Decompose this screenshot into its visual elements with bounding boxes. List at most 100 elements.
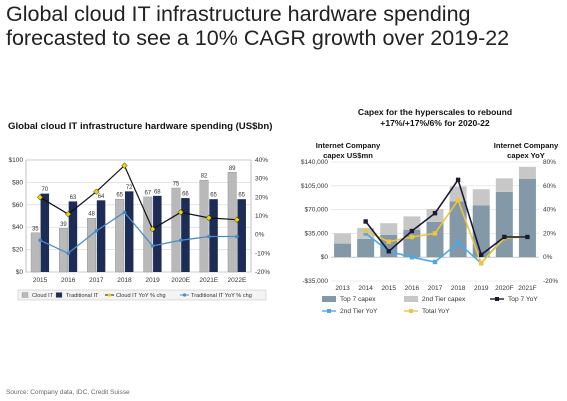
left-legend-box (17, 289, 267, 301)
left-x-tick-label: 2016 (61, 277, 76, 284)
left-legend-label: Traditional IT (66, 293, 99, 299)
traditional-it-yoy-point (66, 251, 70, 256)
left-y2-tick-label: 10% (255, 213, 268, 220)
left-legend-label: Cloud IT (32, 293, 54, 299)
top7-yoy-point (432, 210, 438, 216)
left-chart-title: Global cloud IT infrastructure hardware … (8, 121, 273, 132)
left-x-tick-label: 2015 (33, 277, 48, 284)
cloud-it-yoy-point (205, 214, 212, 221)
cloud-it-bar (199, 179, 209, 273)
right-y-tick-label: $140,000 (301, 159, 328, 166)
traditional-it-bar (68, 201, 78, 272)
right-y2-tick-label: -20% (543, 278, 558, 285)
right-x-tick-label: 2016 (405, 285, 420, 292)
total-yoy-point (479, 260, 484, 266)
right-legend-marker (495, 297, 499, 301)
cloud-it-bar (87, 218, 97, 273)
right-legend-label: 2nd Tier YoY (340, 308, 378, 315)
right-legend-label: 2nd Tier capex (422, 296, 466, 303)
right-y-tick-label: $0 (321, 254, 329, 261)
right-y2-tick-label: 60% (543, 183, 556, 190)
traditional-it-bar (40, 193, 50, 272)
right-x-tick-label: 2017 (428, 285, 443, 292)
cloud-it-yoy-point (149, 225, 156, 233)
traditional-it-bar (96, 200, 106, 272)
left-x-tick-label: 2022E (228, 277, 247, 284)
right-legend-swatch (322, 296, 336, 302)
traditional-it-yoy-point (235, 234, 239, 239)
left-y2-tick-label: -10% (255, 250, 270, 257)
cloud-it-bar (171, 187, 181, 273)
top7-yoy-point (409, 228, 415, 234)
traditional-it-data-label: 65 (238, 193, 245, 199)
tier2-capex-bar (449, 186, 467, 202)
tier2-capex-bar (334, 233, 352, 244)
left-y2-tick-label: 30% (255, 176, 268, 183)
right-x-tick-label: 2018 (451, 285, 466, 292)
top7-capex-bar (403, 230, 421, 258)
cloud-it-bar (227, 172, 237, 273)
traditional-it-bar (153, 195, 162, 272)
right-x-tick-label: 2019 (474, 285, 489, 292)
top7-yoy-point (502, 234, 507, 240)
left-y-tick-label: $40 (12, 224, 23, 231)
top7-yoy-line (365, 177, 528, 257)
traditional-it-data-label: 70 (41, 187, 48, 193)
top7-yoy-point (363, 219, 368, 224)
left-legend-marker (107, 293, 112, 297)
right-x-tick-label: 2013 (335, 285, 350, 292)
top7-yoy-point (525, 234, 530, 240)
traditional-it-bar (124, 191, 134, 272)
cloud-it-data-label: 35 (32, 226, 39, 232)
left-y2-tick-label: 40% (255, 157, 268, 164)
left-y-tick-label: $80 (12, 179, 23, 186)
left-y-tick-label: $20 (12, 247, 23, 254)
traditional-it-data-label: 66 (182, 192, 189, 198)
total-yoy-point (455, 197, 461, 203)
left-y-tick-label: $100 (9, 157, 24, 164)
tier2-capex-bar (472, 189, 490, 206)
right-legend-label: Top 7 capex (340, 296, 376, 303)
left-y2-tick-label: 20% (255, 194, 268, 201)
tier2-capex-bar (403, 216, 421, 230)
left-legend-label: Traditional IT YoY % chg (191, 293, 252, 299)
right-chart-title-line2: +17%/+17%/6% for 2020-22 (380, 118, 490, 128)
top7-yoy-point (479, 252, 484, 258)
cloud-it-yoy-point (233, 216, 241, 223)
tier2-yoy-point (363, 231, 368, 236)
traditional-it-data-label: 72 (126, 185, 133, 191)
right-legend-label: Top 7 YoY (508, 296, 538, 303)
cloud-it-data-label: 39 (60, 222, 67, 228)
traditional-it-yoy-point (122, 210, 127, 215)
cloud-it-data-label: 75 (173, 182, 180, 188)
traditional-it-data-label: 65 (210, 193, 217, 199)
left-legend-label: Cloud IT YoY % chg (116, 293, 166, 299)
cloud-it-data-label: 82 (201, 174, 208, 180)
traditional-it-yoy-point (178, 238, 183, 243)
cloud-it-yoy-point (93, 188, 100, 195)
right-y2-tick-label: 80% (543, 159, 556, 166)
traditional-it-bar (209, 199, 218, 272)
left-legend-marker (182, 293, 187, 297)
right-y2-tick-label: 40% (543, 207, 556, 214)
tier2-capex-bar (426, 208, 444, 222)
left-x-tick-label: 2020E (171, 277, 190, 284)
tier2-capex-bar (495, 178, 513, 192)
traditional-it-yoy-point (207, 234, 211, 239)
right-legend-marker (409, 309, 413, 313)
right-y2-tick-label: 0% (543, 254, 553, 261)
traditional-it-yoy-point (150, 244, 155, 248)
right-legend-label: Total YoY (422, 308, 450, 315)
cloud-it-bar (143, 196, 153, 273)
cloud-it-yoy-point (65, 211, 72, 218)
right-x-tick-label: 2015 (382, 285, 397, 292)
top7-yoy-point (455, 177, 461, 183)
source-note: Source: Company data, IDC, Credit Suisse (6, 389, 130, 396)
right-y-tick-label: -$35,000 (302, 278, 328, 285)
top7-capex-bar (472, 205, 490, 258)
left-legend-swatch (21, 292, 29, 298)
page-headline: Global cloud IT infrastructure hardware … (6, 2, 510, 50)
total-yoy-line (365, 198, 528, 265)
traditional-it-yoy-line (39, 211, 237, 255)
